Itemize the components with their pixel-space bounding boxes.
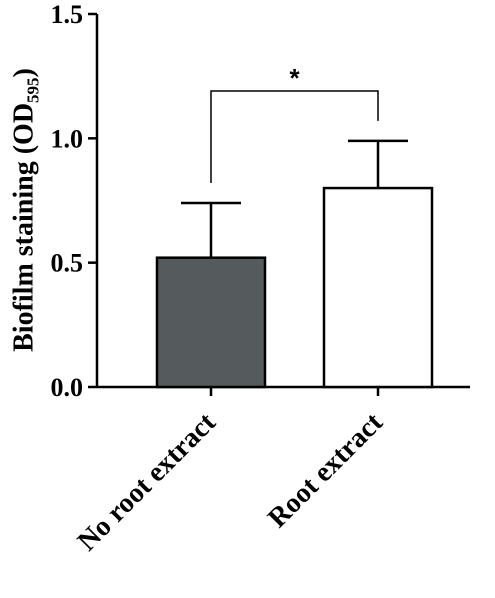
y-tick-label: 1.0 [51,124,84,153]
y-axis-label-close: ) [8,68,40,78]
bracket-line [210,90,379,183]
y-axis-label: Biofilm staining (OD595) [9,68,44,352]
error-bars [181,139,408,258]
bar [322,186,434,389]
bar [155,256,267,389]
y-tick-label: 0.0 [51,373,84,402]
bars [155,186,434,389]
significance-star: * [289,63,300,93]
y-tick-label: 0.5 [51,249,84,278]
x-tick-label: No root extract [72,407,223,558]
significance-bracket: * [210,63,379,183]
y-axis-label-text: Biofilm staining (OD [8,102,40,352]
y-tick-label: 1.5 [51,0,84,29]
x-tick-label: Root extract [262,407,389,534]
y-axis-label-subscript: 595 [23,77,43,103]
